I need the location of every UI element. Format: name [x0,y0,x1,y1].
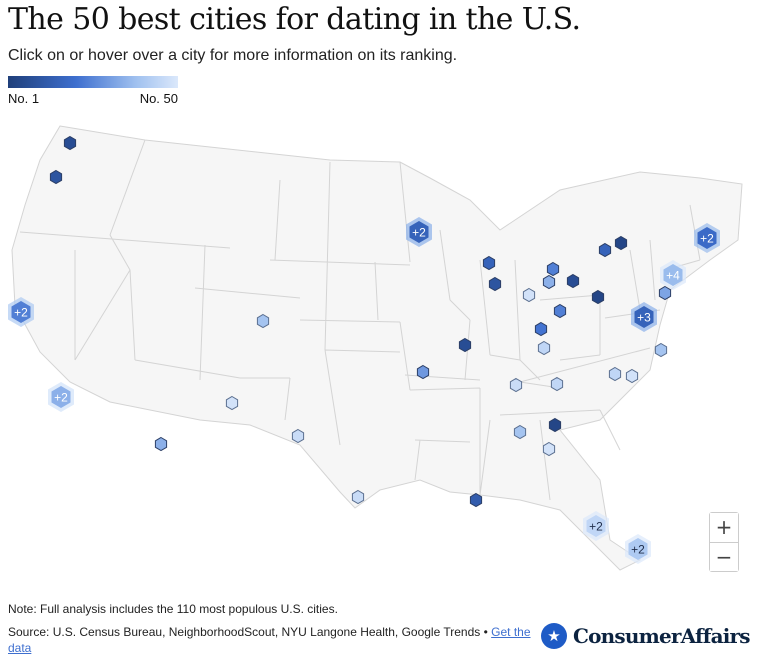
city-marker[interactable] [351,489,365,505]
city-marker[interactable] [608,366,622,382]
cluster-marker[interactable]: +2 [694,223,720,253]
city-marker[interactable] [591,289,605,305]
city-marker[interactable] [63,135,77,151]
chart-title: The 50 best cities for dating in the U.S… [8,2,581,37]
source-line: Source: U.S. Census Bureau, Neighborhood… [8,624,533,656]
zoom-in-button[interactable]: + [710,513,738,542]
city-marker[interactable] [614,235,628,251]
cluster-marker[interactable]: +2 [583,511,609,541]
city-marker[interactable] [658,285,672,301]
cluster-marker[interactable]: +2 [406,217,432,247]
zoom-controls: + − [709,512,739,572]
city-marker[interactable] [49,169,63,185]
cluster-hexagon [634,306,654,328]
city-marker[interactable] [522,287,536,303]
cluster-hexagon [628,538,648,560]
cluster-hexagon [51,386,71,408]
city-marker[interactable] [291,428,305,444]
cluster-hexagon [697,227,717,249]
city-marker[interactable] [225,395,239,411]
cluster-hexagon [11,301,31,323]
cluster-marker[interactable]: +3 [631,302,657,332]
city-marker[interactable] [534,321,548,337]
source-text: Source: U.S. Census Bureau, Neighborhood… [8,625,492,639]
cluster-count-label: +2 [412,226,426,240]
city-marker[interactable] [625,368,639,384]
cluster-hexagon [586,515,606,537]
city-marker[interactable] [488,276,502,292]
city-marker[interactable] [416,364,430,380]
legend-max-label: No. 50 [139,91,178,106]
city-marker[interactable] [553,303,567,319]
zoom-out-button[interactable]: − [710,542,738,571]
city-marker[interactable] [550,376,564,392]
cluster-hexagon [663,264,683,286]
city-marker[interactable] [537,340,551,356]
cluster-count-label: +2 [14,306,28,320]
footnote: Note: Full analysis includes the 110 mos… [8,602,338,616]
chart-subtitle: Click on or hover over a city for more i… [8,47,458,64]
cluster-count-label: +4 [666,269,680,283]
cluster-count-label: +2 [631,543,645,557]
city-marker[interactable] [256,313,270,329]
brand-name: ConsumerAffairs [573,624,751,648]
brand-badge-icon: ★ [541,623,567,649]
rank-legend: No. 1 No. 50 [8,76,178,106]
legend-min-label: No. 1 [8,91,40,106]
consumeraffairs-logo: ★ ConsumerAffairs [540,622,751,650]
us-outline [11,125,743,571]
city-markers[interactable] [49,135,672,508]
city-marker[interactable] [513,424,527,440]
city-marker[interactable] [509,377,523,393]
city-marker[interactable] [654,342,668,358]
city-marker[interactable] [598,242,612,258]
city-marker[interactable] [548,417,562,433]
cluster-marker[interactable]: +2 [48,382,74,412]
cluster-count-label: +2 [700,232,714,246]
city-marker[interactable] [154,436,168,452]
state-boundaries [11,125,743,571]
cluster-count-label: +2 [589,520,603,534]
brand-star: ★ [547,627,560,645]
city-marker[interactable] [482,255,496,271]
city-marker[interactable] [469,492,483,508]
legend-gradient [8,76,178,88]
cluster-markers[interactable]: +2 +2 +2 +2 +4 +3 +2 +2 [8,217,720,564]
cluster-count-label: +3 [637,311,651,325]
cluster-count-label: +2 [54,391,68,405]
city-marker[interactable] [542,441,556,457]
cluster-marker[interactable]: +2 [625,534,651,564]
cluster-marker[interactable]: +4 [660,260,686,290]
cluster-marker[interactable]: +2 [8,297,34,327]
us-map[interactable]: +2 +2 +2 +2 +4 +3 +2 +2 [0,120,758,590]
city-marker[interactable] [542,274,556,290]
boundary-central [324,161,491,495]
city-marker[interactable] [458,337,472,353]
cluster-hexagon [409,221,429,243]
city-marker[interactable] [546,261,560,277]
city-marker[interactable] [566,273,580,289]
get-the-data-link[interactable]: Get the data [8,625,531,655]
boundary-west [19,139,411,421]
